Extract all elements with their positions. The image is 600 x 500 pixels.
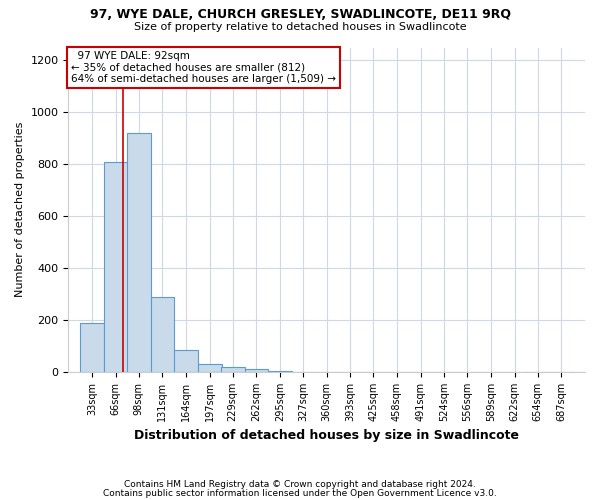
Bar	[104, 162, 128, 372]
Text: Size of property relative to detached houses in Swadlincote: Size of property relative to detached ho…	[134, 22, 466, 32]
Bar	[151, 297, 174, 372]
Bar	[174, 350, 198, 372]
Y-axis label: Number of detached properties: Number of detached properties	[15, 122, 25, 298]
Bar	[245, 369, 268, 372]
Bar	[268, 370, 292, 372]
Text: 97, WYE DALE, CHURCH GRESLEY, SWADLINCOTE, DE11 9RQ: 97, WYE DALE, CHURCH GRESLEY, SWADLINCOT…	[89, 8, 511, 20]
Bar	[80, 322, 104, 372]
Text: Contains public sector information licensed under the Open Government Licence v3: Contains public sector information licen…	[103, 490, 497, 498]
Bar	[127, 133, 151, 372]
Bar	[198, 364, 221, 372]
Text: Contains HM Land Registry data © Crown copyright and database right 2024.: Contains HM Land Registry data © Crown c…	[124, 480, 476, 489]
Bar	[221, 368, 245, 372]
X-axis label: Distribution of detached houses by size in Swadlincote: Distribution of detached houses by size …	[134, 430, 519, 442]
Text: 97 WYE DALE: 92sqm
← 35% of detached houses are smaller (812)
64% of semi-detach: 97 WYE DALE: 92sqm ← 35% of detached hou…	[71, 50, 336, 84]
